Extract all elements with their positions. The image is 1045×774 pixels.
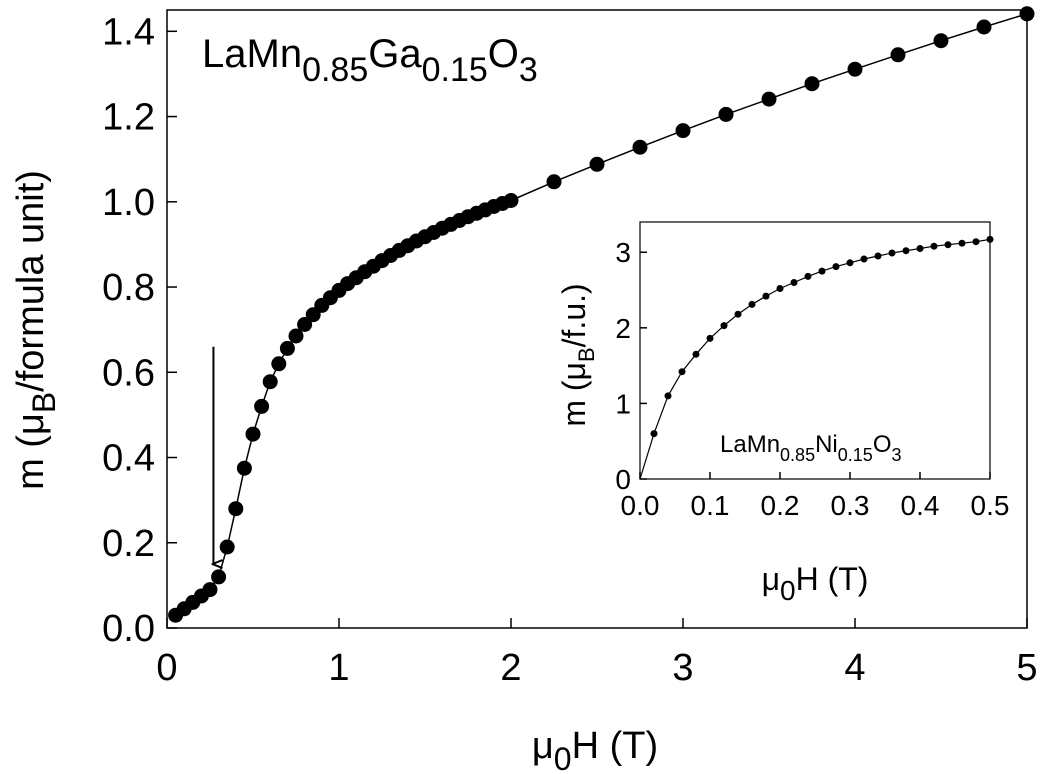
inset-data-point (720, 322, 728, 330)
main-data-point (271, 356, 287, 372)
main-data-point (254, 398, 270, 414)
inset-data-point (762, 292, 770, 300)
inset-data-point (734, 310, 742, 318)
inset-data-point (888, 249, 896, 257)
inset-chart-title: LaMn0.85Ni0.15O3 (720, 431, 902, 465)
main-data-point (279, 340, 295, 356)
main-x-axis: 0 1 2 3 4 5 (156, 618, 1038, 689)
main-data-point (546, 174, 562, 190)
inset-x-tick-label: 0.5 (971, 490, 1010, 521)
main-data-point (288, 328, 304, 344)
inset-x-axis: 0.0 0.1 0.2 0.3 0.4 0.5 (621, 472, 1010, 521)
inset-data-point (874, 252, 882, 260)
inset-data-point (706, 334, 714, 342)
inset-data-point (818, 267, 826, 275)
main-data-point (890, 47, 906, 63)
main-y-tick-label: 1.0 (102, 182, 155, 224)
inset-y-tick-label: 1 (615, 388, 631, 419)
main-chart: 0.0 0.2 0.4 0.6 0.8 1.0 1.2 1.4 0 1 2 3 4 5 LaMn0.85… (10, 6, 1038, 774)
main-data-point (804, 76, 820, 92)
inset-data-point (902, 247, 910, 255)
main-data-point (761, 91, 777, 107)
inset-data-point (846, 259, 854, 267)
main-y-axis-label: m (μB/formula unit) (10, 170, 62, 490)
inset-y-axis: 0 1 2 3 (615, 237, 647, 495)
inset-data-point (986, 235, 994, 243)
inset-x-tick-label: 0.0 (621, 490, 660, 521)
main-data-point (847, 61, 863, 77)
main-x-tick-label: 3 (672, 647, 693, 689)
main-chart-title: LaMn0.85Ga0.15O3 (202, 32, 538, 89)
main-x-tick-label: 2 (500, 647, 521, 689)
inset-y-axis-label: m (μB/f.u.) (556, 283, 599, 426)
inset-data-point (930, 242, 938, 250)
main-data-point (211, 569, 227, 585)
inset-x-axis-label: μ0H (T) (762, 561, 869, 606)
inset-y-tick-label: 3 (615, 237, 631, 268)
main-data-point (718, 106, 734, 122)
main-data-point (976, 19, 992, 35)
main-y-tick-label: 0.4 (102, 438, 155, 480)
main-x-tick-label: 1 (328, 647, 349, 689)
inset-data-point (650, 430, 658, 438)
inset-data-point (790, 279, 798, 286)
inset-data-point (804, 272, 812, 280)
main-data-point (1019, 6, 1035, 22)
main-x-axis-label: μ0H (T) (532, 725, 658, 774)
main-data-point (632, 139, 648, 155)
inset-x-tick-label: 0.1 (691, 490, 730, 521)
main-y-tick-label: 1.2 (102, 97, 155, 139)
main-data-point (675, 123, 691, 139)
main-x-tick-label: 4 (844, 647, 865, 689)
inset-data-point (776, 285, 784, 292)
inset-data-point (860, 255, 868, 263)
main-y-tick-label: 0.8 (102, 267, 155, 309)
inset-x-tick-label: 0.2 (761, 490, 800, 521)
main-y-axis: 0.0 0.2 0.4 0.6 0.8 1.0 1.2 1.4 (102, 11, 177, 650)
main-data-point (228, 501, 244, 517)
inset-series (639, 235, 994, 480)
inset-chart: 0 1 2 3 0.0 0.1 0.2 0.3 0.4 0.5 LaMn0.85Ni0.15O3… (556, 221, 1010, 606)
main-data-point (245, 426, 261, 442)
inset-data-point (832, 263, 840, 271)
main-plot-frame (166, 9, 1028, 629)
main-data-point (933, 33, 949, 49)
main-data-point (202, 582, 218, 598)
inset-data-point (664, 392, 672, 400)
main-x-tick-label: 5 (1016, 647, 1037, 689)
inset-data-point (972, 238, 980, 246)
inset-data-point (944, 241, 952, 249)
inset-y-tick-label: 0 (615, 464, 631, 495)
inset-data-point (916, 245, 924, 252)
inset-data-point (692, 350, 700, 358)
inset-y-tick-label: 2 (615, 313, 631, 344)
main-y-tick-label: 1.4 (102, 11, 155, 53)
main-y-tick-label: 0.0 (102, 608, 155, 650)
inset-data-point (748, 300, 756, 308)
main-data-point (297, 317, 313, 332)
inset-data-point (678, 368, 686, 376)
inset-plot-frame (639, 221, 991, 480)
main-data-point (262, 374, 278, 390)
main-data-point (236, 460, 252, 476)
main-y-tick-label: 0.6 (102, 352, 155, 394)
main-data-point (219, 539, 235, 555)
main-data-point (503, 193, 519, 208)
inset-x-tick-label: 0.4 (901, 490, 940, 521)
inset-x-tick-label: 0.3 (831, 490, 870, 521)
main-series (168, 6, 1035, 623)
main-data-point (589, 156, 605, 172)
inset-data-point (958, 239, 966, 247)
main-x-tick-label: 0 (156, 647, 177, 689)
main-y-tick-label: 0.2 (102, 523, 155, 565)
